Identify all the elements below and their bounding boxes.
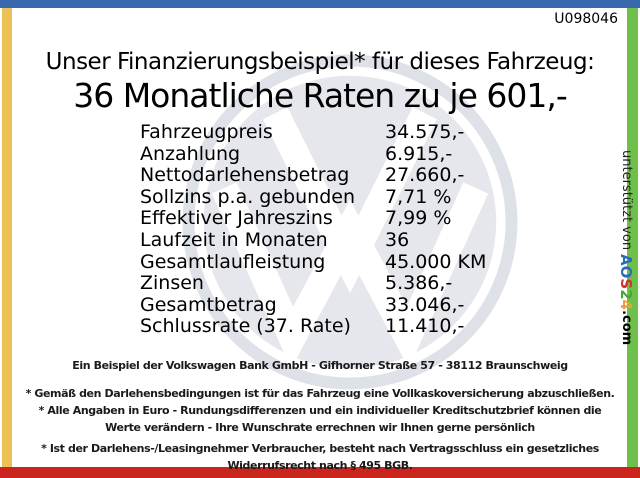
vw-logo-icon (182, 54, 518, 390)
aos24-letter: O (617, 265, 635, 279)
row-value: 27.660,- (385, 164, 465, 187)
aos24-letter: A (617, 254, 635, 266)
table-row: Laufzeit in Monaten 36 (140, 228, 600, 252)
footnote-insurance: * Gemäß den Darlehensbedingungen ist für… (25, 387, 615, 400)
row-value: 45.000 KM (385, 250, 487, 273)
row-value: 6.915,- (385, 142, 453, 165)
row-value: 36 (385, 228, 410, 251)
table-row: Schlussrate (37. Rate) 11.410,- (140, 316, 600, 338)
table-row: Gesamtlaufleistung 45.000 KM (140, 250, 600, 274)
table-row: Effektiver Jahreszins 7,99 % (140, 208, 600, 230)
row-value: 7,71 % (385, 185, 452, 208)
table-row: Gesamtbetrag 33.046,- (140, 293, 600, 317)
row-value: 11.410,- (385, 315, 465, 338)
headline-monthly-rate: 36 Monatliche Raten zu je 601,- (73, 76, 568, 115)
row-label: Gesamtbetrag (140, 293, 277, 316)
table-row: Fahrzeugpreis 34.575,- (140, 121, 600, 144)
row-label: Zinsen (140, 272, 204, 295)
row-label: Fahrzeugpreis (140, 121, 273, 143)
left-border-stripe (2, 8, 12, 467)
row-label: Sollzins p.a. gebunden (140, 185, 355, 208)
row-label: Laufzeit in Monaten (140, 228, 328, 251)
footer: Ein Beispiel der Volkswagen Bank GmbH - … (20, 357, 620, 474)
aos24-suffix: .com (619, 310, 634, 346)
table-row: Nettodarlehensbetrag 27.660,- (140, 165, 600, 187)
aos24-letter: 2 (617, 289, 635, 300)
footnote-withdrawal-right: * Ist der Darlehens-/Leasingnehmer Verbr… (41, 442, 599, 472)
reference-number: U098046 (554, 11, 618, 27)
bank-address-line: Ein Beispiel der Volkswagen Bank GmbH - … (72, 359, 568, 372)
bottom-border-bar (0, 467, 640, 478)
row-value: 33.046,- (385, 293, 465, 316)
row-value: 5.386,- (385, 272, 453, 295)
row-value: 34.575,- (385, 121, 465, 143)
row-label: Gesamtlaufleistung (140, 250, 326, 273)
row-label: Effektiver Jahreszins (140, 207, 333, 230)
row-label: Nettodarlehensbetrag (140, 164, 350, 187)
row-label: Schlussrate (37. Rate) (140, 315, 351, 338)
table-row: Zinsen 5.386,- (140, 273, 600, 295)
table-row: Sollzins p.a. gebunden 7,71 % (140, 185, 600, 209)
row-label: Anzahlung (140, 142, 241, 165)
right-border-stripe (627, 8, 638, 467)
headline-intro: Unser Finanzierungsbeispiel* für dieses … (45, 49, 595, 75)
footnote-euro-rounding: * Alle Angaben in Euro - Rundungsdiffere… (38, 404, 602, 434)
table-row: Anzahlung 6.915,- (140, 142, 600, 166)
row-value: 7,99 % (385, 207, 452, 230)
finance-table: Fahrzeugpreis 34.575,- Anzahlung 6.915,-… (140, 121, 600, 338)
supported-by-vertical-label: unterstützt von AOS24.com (617, 150, 635, 345)
aos24-letter: 4 (617, 299, 635, 311)
aos24-letter: S (617, 278, 635, 290)
top-border-bar (0, 0, 640, 8)
aos24-logo: AOS24.com (617, 254, 635, 346)
supported-by-text: unterstützt von (619, 150, 634, 251)
